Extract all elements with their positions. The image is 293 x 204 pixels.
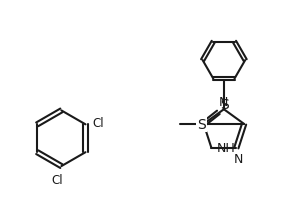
Text: N: N xyxy=(219,96,229,109)
Text: N: N xyxy=(234,153,243,166)
Text: Cl: Cl xyxy=(51,173,62,186)
Text: Cl: Cl xyxy=(93,116,104,129)
Text: S: S xyxy=(220,98,229,112)
Text: NH: NH xyxy=(217,142,236,154)
Text: S: S xyxy=(197,117,206,131)
